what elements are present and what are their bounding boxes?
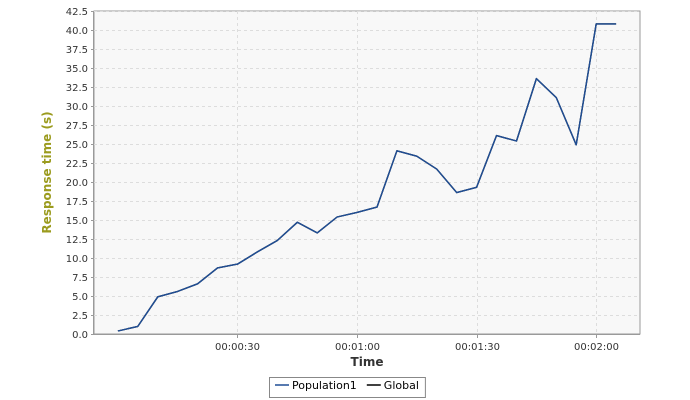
y-tick-label: 25.0: [66, 140, 88, 151]
y-tick-label: 12.5: [66, 235, 88, 246]
x-axis: 00:00:30 00:01:00 00:01:30 00:02:00: [94, 334, 640, 353]
y-axis-title: Response time (s): [40, 111, 54, 233]
y-tick-label: 40.0: [66, 26, 88, 37]
y-tick-label: 7.5: [72, 273, 88, 284]
x-axis-title: Time: [351, 355, 384, 369]
y-tick-label: 17.5: [66, 197, 88, 208]
x-tick-label: 00:00:30: [215, 342, 260, 353]
y-tick-label: 20.0: [66, 178, 88, 189]
y-tick-label: 0.0: [72, 330, 88, 341]
y-tick-label: 35.0: [66, 64, 88, 75]
y-tick-label: 42.5: [66, 7, 88, 18]
y-tick-label: 32.5: [66, 83, 88, 94]
y-tick-label: 15.0: [66, 216, 88, 227]
x-tick-label: 00:02:00: [574, 342, 619, 353]
y-tick-label: 27.5: [66, 121, 88, 132]
y-tick-label: 2.5: [72, 311, 88, 322]
x-tick-label: 00:01:00: [335, 342, 380, 353]
series-line-population1: [117, 23, 617, 332]
y-tick-label: 5.0: [72, 292, 88, 303]
legend-box: [269, 377, 426, 398]
plot-area: [93, 10, 641, 335]
y-tick-label: 10.0: [66, 254, 88, 265]
y-tick-label: 30.0: [66, 102, 88, 113]
legend: Population1 Global: [269, 377, 426, 398]
y-tick-label: 22.5: [66, 159, 88, 170]
legend-label: Global: [384, 379, 419, 392]
y-axis: 0.0 2.5 5.0 7.5 10.0 12.5 15.0 17.5 20.0 22.5 25.0…: [66, 7, 94, 341]
y-tick-label: 37.5: [66, 45, 88, 56]
series-lines: [117, 23, 617, 332]
x-tick-label: 00:01:30: [455, 342, 500, 353]
grid-lines: [94, 11, 640, 335]
legend-label: Population1: [292, 379, 357, 392]
